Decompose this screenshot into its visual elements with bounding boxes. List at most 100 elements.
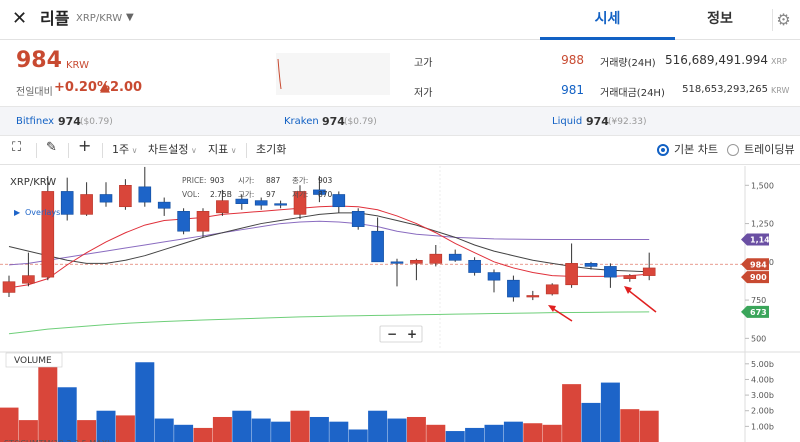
basic-chart-label[interactable]: 기본 차트 — [674, 143, 718, 156]
volume-bar — [0, 407, 19, 442]
tab-info[interactable]: 정보 — [707, 11, 733, 27]
candle-body — [216, 200, 229, 214]
y-tick-label: 1,250 — [751, 220, 774, 229]
sparkline-svg — [277, 58, 282, 90]
info-open: 887 — [266, 176, 281, 185]
info-low-label: 저가: — [292, 190, 308, 199]
high-label: 고가 — [414, 58, 433, 69]
zoom-out-button[interactable]: − — [387, 327, 397, 341]
candle-body — [80, 194, 93, 215]
candle-body — [410, 259, 423, 264]
price-chart[interactable]: VOLUME STOCHMTM(10,3,3,5,MAX) 1,500 1,250 1… — [0, 166, 800, 442]
price-tag-label: 984 — [750, 260, 767, 269]
chart-settings-menu[interactable]: 차트설정 ∨ — [148, 143, 197, 156]
zoom-in-button[interactable]: + — [407, 327, 417, 341]
candle-body — [254, 200, 268, 206]
price-tag-label: 900 — [750, 273, 767, 282]
volume-bar — [503, 421, 523, 442]
volume-bar — [484, 424, 504, 442]
xrp-logo-icon: ✕ — [12, 8, 28, 29]
candle-body — [177, 211, 190, 232]
volume-bar — [174, 424, 194, 442]
exchange-name[interactable]: Liquid — [552, 116, 583, 127]
tradingview-radio[interactable] — [727, 144, 739, 156]
pencil-icon[interactable]: ✎ — [46, 140, 57, 155]
fullscreen-icon[interactable]: ⛶ — [12, 140, 22, 155]
reset-button[interactable]: 초기화 — [256, 143, 287, 156]
volume-bar — [271, 421, 291, 442]
volume-bar — [465, 427, 485, 442]
volume-bar — [57, 387, 77, 442]
y-tick-label: 500 — [751, 334, 766, 343]
volume-bar — [523, 423, 543, 442]
candle-body — [390, 261, 404, 264]
volume-bar — [639, 410, 659, 442]
header: ✕ 리플 XRP/KRW ▼ 시세 정보 ⚙ — [0, 0, 800, 40]
crosshair-icon[interactable]: + — [78, 136, 92, 155]
candle-body — [157, 201, 171, 209]
volume-tick-label: 1.00b — [751, 422, 774, 431]
tab-quote[interactable]: 시세 — [540, 0, 675, 40]
exchange-name[interactable]: Kraken — [284, 116, 319, 127]
candle-body — [196, 211, 210, 232]
zoom-controls[interactable] — [379, 325, 423, 343]
ma-red-line — [8, 205, 650, 289]
volume-bar — [154, 418, 174, 442]
candle-body — [526, 295, 540, 298]
annotation-arrowhead — [624, 286, 632, 294]
exchange-usd: ($0.79) — [80, 117, 113, 127]
exchange-name[interactable]: Bitfinex — [16, 116, 55, 127]
period-select[interactable]: 1주 ∨ — [112, 143, 138, 156]
info-high: 97 — [266, 190, 276, 199]
volume-bar — [387, 418, 407, 442]
change-rate: +0.20% — [54, 80, 110, 95]
basic-chart-radio[interactable] — [657, 144, 669, 156]
candle-body — [60, 191, 74, 215]
candle-body — [332, 194, 346, 208]
chart-settings-label: 차트설정 — [148, 143, 189, 156]
volume-bar — [38, 360, 58, 442]
candle-body — [293, 191, 307, 215]
value-amount: 518,653,293,265 — [682, 84, 768, 95]
tradingview-label[interactable]: 트레이딩뷰 — [744, 143, 795, 156]
candle-body — [584, 263, 598, 267]
volume-bar — [232, 410, 252, 442]
overlays-arrow-icon: ▶ — [14, 208, 21, 217]
candle-body — [642, 267, 656, 276]
chevron-down-icon[interactable]: ▼ — [126, 12, 134, 23]
exchange-prices: Bitfinex 974 ($0.79) Kraken 974 ($0.79) … — [0, 106, 800, 136]
volume-tick-label: 3.00b — [751, 391, 774, 400]
candle-body — [235, 198, 249, 204]
volume-bar — [212, 416, 232, 442]
info-open-label: 시가: — [238, 176, 254, 185]
exchange-price: 974 — [58, 115, 81, 128]
low-value: 981 — [561, 83, 584, 97]
change-abs: ▲2.00 — [100, 80, 143, 95]
volume-bar — [406, 416, 426, 442]
ma-black-line — [8, 212, 650, 273]
volume-tick-label: 5.00b — [751, 360, 774, 369]
info-vol: 2.75B — [210, 190, 232, 199]
coin-name: 리플 — [40, 9, 70, 28]
volume-bar — [368, 410, 388, 442]
indicators-menu[interactable]: 지표 ∨ — [208, 143, 237, 156]
exchange-price: 974 — [322, 115, 345, 128]
divider — [246, 143, 247, 158]
candle-body — [99, 194, 113, 203]
chart-svg[interactable]: VOLUME STOCHMTM(10,3,3,5,MAX) 1,500 1,250 1… — [0, 166, 800, 442]
volume-label-box — [5, 352, 63, 368]
divider — [102, 143, 103, 158]
candle-body — [545, 284, 559, 295]
candles — [2, 166, 656, 302]
chart-toolbar: ⛶ ✎ + 1주 ∨ 차트설정 ∨ 지표 ∨ 초기화 기본 차트 트레이딩뷰 — [0, 137, 800, 165]
candle-body — [565, 263, 578, 286]
candle-body — [274, 203, 287, 206]
moving-averages — [8, 205, 650, 335]
candle-body — [604, 266, 617, 278]
volume-tick-label: 2.00b — [751, 407, 774, 416]
volume-bar — [581, 402, 601, 442]
gear-icon[interactable]: ⚙ — [772, 9, 794, 31]
ma-green-line — [8, 311, 650, 335]
candle-body — [22, 275, 35, 284]
